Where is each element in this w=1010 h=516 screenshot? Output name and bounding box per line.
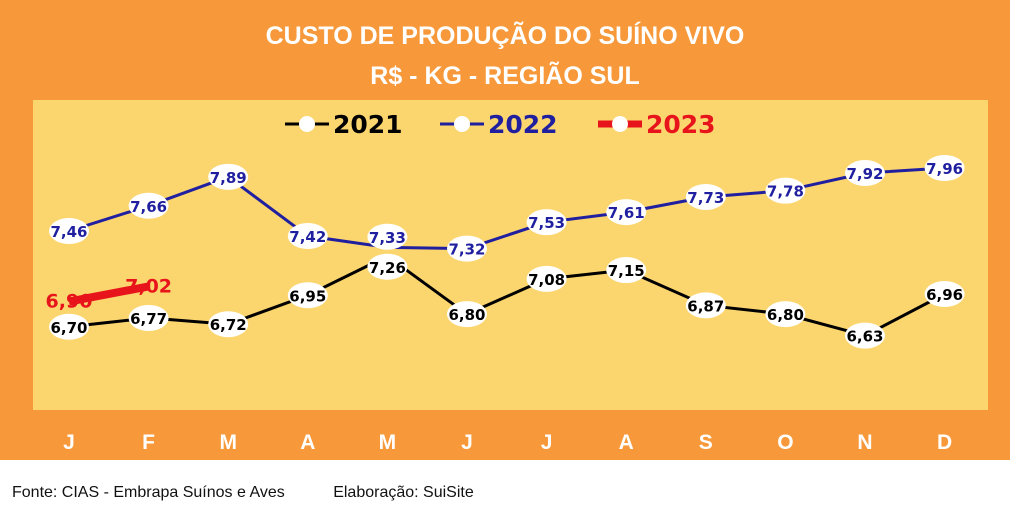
series-group: 7,46 7,66 7,89 7,42 7,33 7,32 7,53 7,61 7,73 7,78… bbox=[46, 155, 965, 349]
x-tick-label: O bbox=[777, 431, 793, 454]
series-2023 bbox=[68, 282, 150, 306]
data-point bbox=[606, 257, 647, 284]
x-tick-label: A bbox=[300, 431, 315, 454]
legend-item-2021: 2021 bbox=[285, 110, 403, 139]
legend-marker bbox=[612, 116, 628, 132]
data-point bbox=[208, 311, 249, 338]
source-note: Fonte: CIAS - Embrapa Suínos e Aves bbox=[12, 484, 285, 501]
legend-item-2022: 2022 bbox=[440, 110, 558, 139]
data-label: 7,15 bbox=[608, 262, 645, 280]
x-tick-label: J bbox=[461, 431, 473, 454]
legend-label: 2023 bbox=[646, 110, 716, 139]
data-label: 7,89 bbox=[210, 169, 247, 187]
footer: Fonte: CIAS - Embrapa Suínos e Aves Elab… bbox=[12, 484, 518, 502]
data-point bbox=[845, 322, 885, 349]
data-point bbox=[49, 218, 89, 244]
data-point bbox=[526, 209, 567, 236]
data-label: 6,77 bbox=[130, 310, 167, 328]
legend: 2021 2022 2023 bbox=[285, 110, 716, 139]
data-point bbox=[208, 163, 249, 190]
data-label: 7,33 bbox=[369, 229, 406, 247]
data-point bbox=[685, 292, 726, 319]
x-tick-label: M bbox=[219, 431, 237, 454]
data-point bbox=[765, 301, 806, 328]
data-point bbox=[685, 183, 726, 210]
labels-2023: 6,90 7,02 bbox=[46, 275, 172, 312]
legend-label: 2021 bbox=[333, 110, 403, 139]
chart-subtitle: R$ - KG - REGIÃO SUL bbox=[370, 60, 639, 90]
data-label: 7,46 bbox=[50, 223, 87, 241]
data-label: 7,92 bbox=[846, 165, 883, 183]
x-tick-label: J bbox=[541, 431, 553, 454]
data-label: 6,90 bbox=[46, 291, 93, 313]
legend-label: 2022 bbox=[488, 110, 558, 139]
data-point bbox=[367, 223, 408, 250]
data-label: 7,61 bbox=[608, 204, 645, 222]
data-label: 7,66 bbox=[130, 198, 167, 216]
data-point bbox=[924, 281, 965, 307]
data-label: 7,42 bbox=[289, 228, 326, 246]
x-tick-label: S bbox=[699, 431, 713, 454]
data-label: 6,95 bbox=[289, 287, 326, 305]
x-tick-label: J bbox=[63, 431, 75, 454]
x-tick-label: D bbox=[937, 431, 952, 454]
data-point bbox=[447, 235, 487, 262]
series-line bbox=[68, 282, 150, 306]
credit-note: Elaboração: SuiSite bbox=[333, 484, 474, 501]
data-label: 7,32 bbox=[448, 241, 485, 259]
data-label: 7,96 bbox=[926, 160, 963, 178]
legend-marker bbox=[454, 116, 470, 132]
data-label: 7,73 bbox=[687, 189, 724, 207]
data-point bbox=[287, 223, 328, 250]
data-label: 7,53 bbox=[528, 214, 565, 232]
data-point bbox=[367, 253, 408, 280]
chart-title: CUSTO DE PRODUÇÃO DO SUÍNO VIVO bbox=[266, 20, 745, 50]
x-tick-label: F bbox=[142, 431, 155, 454]
labels-2022: 7,46 7,66 7,89 7,42 7,33 7,32 7,53 7,61 7,73 7,78… bbox=[49, 155, 965, 262]
data-label: 6,72 bbox=[210, 316, 247, 334]
labels-2021: 6,70 6,77 6,72 6,95 7,26 6,80 7,08 7,15 6,87 6,80… bbox=[49, 253, 965, 349]
data-label: 6,80 bbox=[448, 306, 485, 324]
data-point bbox=[765, 177, 806, 204]
data-label: 6,63 bbox=[846, 328, 883, 346]
legend-item-2023: 2023 bbox=[598, 110, 716, 139]
data-label: 6,96 bbox=[926, 286, 963, 304]
data-point bbox=[128, 192, 169, 219]
data-point bbox=[128, 304, 169, 331]
data-label: 7,26 bbox=[369, 259, 406, 277]
x-tick-label: A bbox=[619, 431, 634, 454]
data-point bbox=[845, 160, 885, 187]
data-point bbox=[287, 282, 328, 309]
plot-area bbox=[33, 100, 988, 410]
data-point bbox=[606, 199, 647, 226]
x-tick-label: N bbox=[857, 431, 872, 454]
data-label: 6,87 bbox=[687, 297, 724, 315]
data-label: 7,78 bbox=[767, 183, 804, 201]
data-label: 6,80 bbox=[767, 306, 804, 324]
x-tick-label: M bbox=[379, 431, 397, 454]
data-label: 7,02 bbox=[125, 275, 172, 297]
data-label: 7,08 bbox=[528, 271, 565, 289]
data-point bbox=[447, 301, 487, 328]
legend-marker bbox=[299, 116, 315, 132]
data-label: 6,70 bbox=[50, 319, 87, 337]
data-point bbox=[526, 265, 567, 292]
line-chart: CUSTO DE PRODUÇÃO DO SUÍNO VIVO R$ - KG … bbox=[0, 0, 1010, 460]
data-point bbox=[49, 313, 89, 340]
data-point bbox=[924, 155, 965, 181]
